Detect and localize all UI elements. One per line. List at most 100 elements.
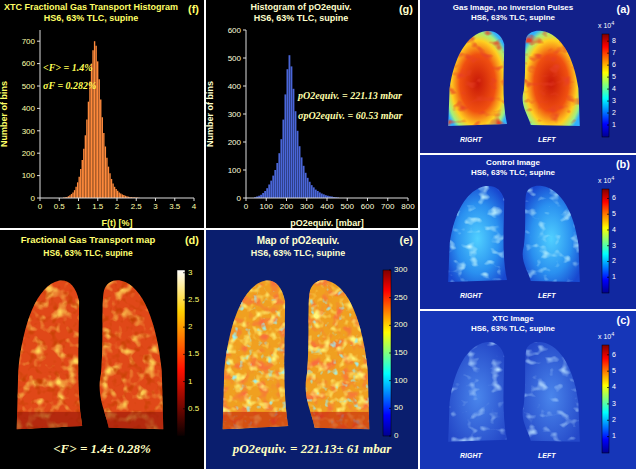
svg-text:1: 1	[76, 202, 81, 211]
svg-text:pO2equiv. [mbar]: pO2equiv. [mbar]	[290, 218, 363, 228]
html-text:(e): (e)	[399, 234, 413, 246]
html-text:σF = 0.282%: σF = 0.282%	[43, 80, 97, 91]
svg-text:500: 500	[228, 54, 242, 63]
svg-text:600: 600	[361, 202, 375, 211]
svg-text:400: 400	[320, 202, 334, 211]
html-text:HS6, 63% TLC, supine: HS6, 63% TLC, supine	[43, 13, 139, 23]
svg-text:x 104: x 104	[598, 331, 614, 340]
svg-text:x 104: x 104	[598, 20, 614, 29]
html-text:HS6, 63% TLC, supine: HS6, 63% TLC, supine	[250, 248, 346, 258]
html-text:HS6, 63% TLC, supine: HS6, 63% TLC, supine	[471, 168, 555, 177]
html-text:(b): (b)	[616, 158, 630, 170]
svg-text:6: 6	[612, 351, 616, 358]
html-text:<F> = 1.4%: <F> = 1.4%	[43, 62, 93, 73]
svg-text:Number of bins: Number of bins	[206, 81, 215, 147]
html-text:(c): (c)	[616, 314, 630, 326]
svg-text:400: 400	[228, 82, 242, 91]
svg-text:2: 2	[115, 202, 120, 211]
svg-text:500: 500	[22, 82, 36, 91]
svg-text:2.5: 2.5	[188, 295, 200, 304]
svg-text:3: 3	[612, 400, 616, 407]
svg-text:6: 6	[612, 194, 616, 201]
svg-text:100: 100	[260, 202, 274, 211]
html-text:pO2equiv. = 221.13± 61 mbar: pO2equiv. = 221.13± 61 mbar	[232, 441, 392, 456]
svg-text:600: 600	[22, 59, 36, 68]
html-text:Histogram of pO2equiv.: Histogram of pO2equiv.	[250, 2, 352, 12]
svg-text:4: 4	[612, 85, 616, 92]
svg-text:700: 700	[381, 202, 395, 211]
svg-text:800: 800	[401, 202, 415, 211]
svg-text:50: 50	[394, 403, 403, 412]
svg-text:150: 150	[394, 348, 408, 357]
svg-text:0.5: 0.5	[54, 202, 66, 211]
svg-text:x 104: x 104	[598, 175, 614, 184]
html-text:Fractional Gas Transport map: Fractional Gas Transport map	[20, 234, 156, 245]
svg-text:600: 600	[228, 26, 242, 35]
html-text:Map of pO2equiv.: Map of pO2equiv.	[256, 235, 340, 246]
html-text:HS6, 63% TLC, supine: HS6, 63% TLC, supine	[471, 13, 555, 22]
svg-text:1.5: 1.5	[188, 349, 200, 358]
svg-text:1: 1	[188, 377, 193, 386]
svg-text:F(t) [%]: F(t) [%]	[102, 218, 133, 228]
svg-text:3.5: 3.5	[169, 202, 181, 211]
html-text:(f): (f)	[188, 3, 199, 15]
svg-text:100: 100	[22, 171, 36, 180]
svg-text:2: 2	[188, 322, 193, 331]
svg-text:3: 3	[612, 242, 616, 249]
svg-text:100: 100	[394, 376, 408, 385]
svg-text:1: 1	[612, 273, 616, 280]
svg-text:3: 3	[153, 202, 158, 211]
svg-text:5: 5	[612, 210, 616, 217]
svg-text:0: 0	[244, 202, 249, 211]
svg-text:300: 300	[22, 127, 36, 136]
svg-text:5: 5	[612, 73, 616, 80]
svg-text:Number of bins: Number of bins	[0, 81, 9, 147]
svg-text:200: 200	[280, 202, 294, 211]
svg-text:5: 5	[612, 367, 616, 374]
html-text:(a): (a)	[616, 3, 630, 15]
svg-text:0: 0	[237, 194, 242, 203]
html-text:HS6, 63% TLC, supine: HS6, 63% TLC, supine	[471, 324, 555, 333]
html-text:XTC Fractional Gas Transport H: XTC Fractional Gas Transport Histogram	[4, 2, 178, 12]
svg-text:100: 100	[228, 166, 242, 175]
svg-text:6: 6	[612, 61, 616, 68]
svg-text:700: 700	[22, 37, 36, 46]
svg-text:2.5: 2.5	[131, 202, 143, 211]
svg-text:2: 2	[612, 416, 616, 423]
html-text:σpO2equiv. = 60.53 mbar: σpO2equiv. = 60.53 mbar	[298, 110, 403, 121]
svg-text:7: 7	[612, 49, 616, 56]
svg-text:1: 1	[612, 432, 616, 439]
svg-text:250: 250	[394, 293, 408, 302]
html-text:(g): (g)	[399, 3, 413, 15]
svg-text:0: 0	[394, 431, 399, 440]
svg-text:4: 4	[612, 383, 616, 390]
html-text:(d): (d)	[185, 234, 199, 246]
svg-text:3: 3	[612, 97, 616, 104]
svg-text:200: 200	[394, 320, 408, 329]
html-text:<F> = 1.4± 0.28%: <F> = 1.4± 0.28%	[53, 441, 151, 456]
svg-text:300: 300	[300, 202, 314, 211]
svg-text:8: 8	[612, 37, 616, 44]
svg-text:3: 3	[188, 268, 193, 277]
svg-text:2: 2	[612, 109, 616, 116]
svg-text:400: 400	[22, 104, 36, 113]
svg-text:4: 4	[612, 226, 616, 233]
svg-text:0.5: 0.5	[188, 404, 200, 413]
svg-text:200: 200	[228, 138, 242, 147]
svg-text:4: 4	[192, 202, 197, 211]
html-text:XTC Image: XTC Image	[492, 314, 534, 323]
svg-text:300: 300	[228, 110, 242, 119]
html-text:pO2equiv. = 221.13 mbar: pO2equiv. = 221.13 mbar	[298, 90, 402, 101]
svg-text:2: 2	[612, 257, 616, 264]
svg-text:0: 0	[31, 194, 36, 203]
html-text:Gas Image, no inversion Pulses: Gas Image, no inversion Pulses	[452, 3, 574, 12]
svg-text:0: 0	[38, 202, 43, 211]
svg-text:1: 1	[612, 121, 616, 128]
svg-text:200: 200	[22, 149, 36, 158]
html-text:HS6, 63% TLC, supine: HS6, 63% TLC, supine	[253, 13, 349, 23]
svg-text:300: 300	[394, 265, 408, 274]
html-text:Control Image: Control Image	[486, 158, 540, 167]
svg-text:500: 500	[341, 202, 355, 211]
svg-text:1.5: 1.5	[92, 202, 104, 211]
html-text:HS6, 63% TLC, supine: HS6, 63% TLC, supine	[43, 247, 133, 258]
